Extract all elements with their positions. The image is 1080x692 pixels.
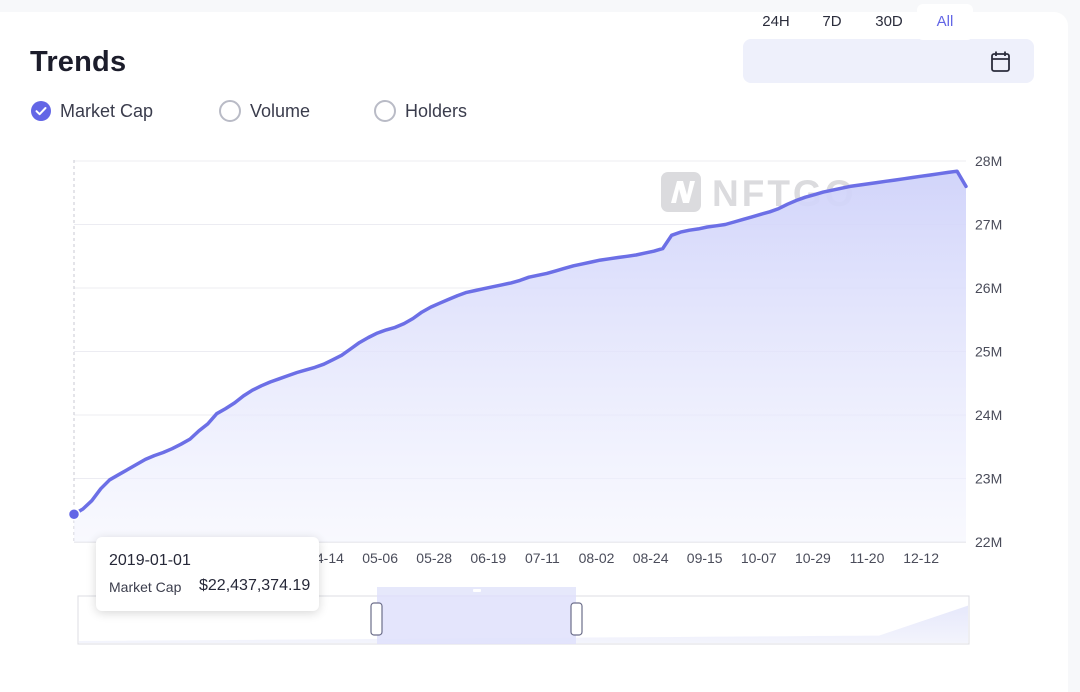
x-tick-label: 10-07 xyxy=(741,550,777,566)
metric-label: Market Cap xyxy=(60,101,154,121)
checked-circle-icon xyxy=(31,101,51,121)
zoom-handle-left[interactable] xyxy=(370,602,383,636)
radio-circle-icon xyxy=(374,100,396,122)
radio-circle-icon xyxy=(219,100,241,122)
zoom-selection[interactable] xyxy=(377,589,576,644)
range-7d-button[interactable]: 7D xyxy=(822,13,842,30)
y-tick-label: 25M xyxy=(975,344,1002,360)
x-axis-ticks: 04-14 05-06 05-28 06-19 07-11 08-02 08-24 09-15… xyxy=(308,550,939,566)
y-tick-label: 26M xyxy=(975,280,1002,296)
metric-label: Holders xyxy=(405,101,468,121)
calendar-icon[interactable] xyxy=(986,49,1014,75)
metric-label: Volume xyxy=(250,101,311,121)
time-range-selector xyxy=(743,39,1034,83)
y-tick-label: 23M xyxy=(975,471,1002,487)
market-cap-line xyxy=(72,169,968,517)
x-tick-label: 08-02 xyxy=(579,550,615,566)
hover-point xyxy=(67,508,81,521)
x-tick-label: 05-28 xyxy=(416,550,452,566)
range-30d-button[interactable]: 30D xyxy=(875,13,903,30)
y-tick-label: 24M xyxy=(975,407,1002,423)
y-tick-label: 22M xyxy=(975,534,1002,550)
x-tick-label: 10-29 xyxy=(795,550,831,566)
range-24h-button[interactable]: 24H xyxy=(762,13,790,30)
zoom-preview-area xyxy=(79,605,968,643)
x-tick-label: 08-24 xyxy=(633,550,669,566)
y-tick-label: 27M xyxy=(975,217,1002,233)
y-axis-ticks: 22M 23M 24M 25M 26M 27M 28M xyxy=(975,153,1002,550)
metric-holders-option[interactable]: Holders xyxy=(374,99,494,123)
metric-volume-option[interactable]: Volume xyxy=(219,99,339,123)
market-cap-area xyxy=(74,171,966,542)
page-title: Trends xyxy=(30,46,127,78)
chart-tooltip: 2019-01-01 Market Cap $22,437,374.19 xyxy=(96,537,319,611)
x-tick-label: 11-20 xyxy=(850,550,885,566)
y-tick-label: 28M xyxy=(975,153,1002,169)
nftgo-logo-icon xyxy=(661,172,701,212)
tooltip-series-name: Market Cap xyxy=(109,579,182,595)
metric-market-cap-option[interactable]: Market Cap xyxy=(30,99,180,123)
x-tick-label: 07-11 xyxy=(525,550,560,566)
zoom-handle-right[interactable] xyxy=(570,602,583,636)
x-tick-label: 05-06 xyxy=(362,550,398,566)
range-all-button[interactable]: All xyxy=(917,4,973,40)
tooltip-date: 2019-01-01 xyxy=(109,552,191,569)
x-tick-label: 06-19 xyxy=(470,550,506,566)
x-tick-label: 12-12 xyxy=(903,550,939,566)
x-tick-label: 09-15 xyxy=(687,550,723,566)
tooltip-value: $22,437,374.19 xyxy=(199,577,311,594)
